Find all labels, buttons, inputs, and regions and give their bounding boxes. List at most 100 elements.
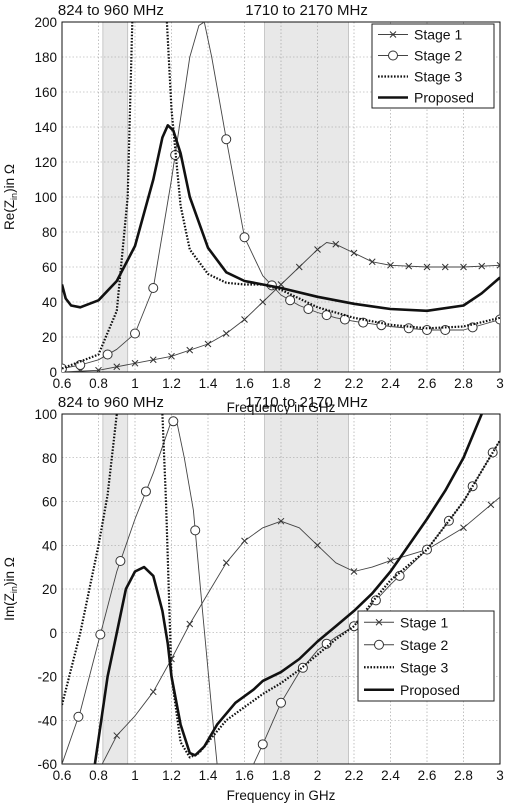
data-point-x-marker xyxy=(387,261,394,269)
data-point-x-marker xyxy=(149,688,157,696)
x-tick-label: 2.6 xyxy=(418,376,437,391)
y-tick-label: 60 xyxy=(42,260,57,275)
data-point-x-marker xyxy=(487,501,495,509)
data-point-circle-marker xyxy=(115,556,126,566)
y-tick-label: 100 xyxy=(34,407,57,422)
frequency-band xyxy=(264,21,349,373)
y-label-subscript: in xyxy=(9,586,19,593)
y-label-main: Im(Z xyxy=(2,593,17,621)
data-point-x-marker xyxy=(350,249,358,257)
band-label: 1710 to 2170 MHz xyxy=(245,2,368,19)
legend-box xyxy=(357,610,495,702)
data-point-x-marker xyxy=(113,732,121,739)
data-point-circle-marker xyxy=(297,662,308,673)
data-point-x-marker xyxy=(131,359,139,367)
data-point-x-marker xyxy=(277,517,285,525)
band-label: 824 to 960 MHz xyxy=(58,2,164,19)
y-tick-label: 80 xyxy=(42,225,57,240)
data-point-circle-marker xyxy=(257,739,268,750)
x-tick-label: 1.2 xyxy=(162,376,181,391)
data-point-x-marker xyxy=(314,246,321,253)
x-axis-label: Frequency in GHz xyxy=(227,788,336,803)
data-point-circle-marker xyxy=(95,629,106,640)
legend-label: Stage 3 xyxy=(414,69,462,85)
x-axis-label: Frequency in GHz xyxy=(227,400,336,415)
y-tick-label: -60 xyxy=(37,757,57,772)
data-point-x-marker xyxy=(496,261,500,269)
data-point-circle-marker xyxy=(321,310,332,321)
data-point-circle-marker xyxy=(394,570,405,581)
re-zin-chart: 824 to 960 MHz 1710 to 2170 MHz 0.6 0.8 1 1.2… xyxy=(2,2,504,415)
data-point-circle-marker xyxy=(422,544,432,555)
data-point-x-marker xyxy=(241,316,248,323)
data-point-circle-marker xyxy=(148,283,159,293)
x-tick-label: 2.8 xyxy=(454,768,473,783)
data-point-x-marker xyxy=(368,258,376,266)
legend: Stage 1 Stage 2 Stage 3 Proposed xyxy=(371,23,495,109)
y-axis-label: Re(Zin)in Ω xyxy=(2,164,19,230)
im-zin-chart: 824 to 960 MHz 1710 to 2170 MHz 0.6 0.8 1 1.2… xyxy=(2,394,504,803)
y-tick-label: 160 xyxy=(34,85,57,100)
x-tick-label: 0.8 xyxy=(89,376,108,391)
data-point-circle-marker xyxy=(102,349,113,360)
series-line-stage-1 xyxy=(101,496,500,764)
x-tick-label: 3 xyxy=(496,768,504,783)
data-point-circle-marker xyxy=(276,697,286,708)
y-tick-label: 0 xyxy=(49,626,57,641)
x-tick-label: 0.6 xyxy=(53,768,72,783)
data-point-x-marker xyxy=(350,568,358,575)
x-tick-label: 2.2 xyxy=(345,768,364,783)
data-point-x-marker xyxy=(259,298,267,306)
plot-frame xyxy=(61,413,501,765)
y-tick-label: -40 xyxy=(37,713,57,728)
data-point-circle-marker xyxy=(370,595,381,606)
y-tick-label: 100 xyxy=(34,190,57,205)
data-point-x-marker xyxy=(222,559,230,567)
data-point-circle-marker xyxy=(168,416,179,427)
y-label-main: Re(Z xyxy=(2,200,17,230)
data-point-x-marker xyxy=(387,557,394,564)
data-point-circle-marker xyxy=(140,486,151,497)
x-tick-label: 1.6 xyxy=(235,768,254,783)
plot-frame xyxy=(61,21,501,373)
y-tick-label: -20 xyxy=(37,670,57,685)
x-tick-label: 1 xyxy=(131,768,139,783)
data-point-x-marker xyxy=(168,352,175,360)
series-line-stage-3 xyxy=(62,22,134,370)
x-tick-label: 1.4 xyxy=(199,376,218,391)
x-tick-label: 1.8 xyxy=(272,376,291,391)
y-tick-label: 80 xyxy=(42,451,57,466)
legend-label: Stage 1 xyxy=(414,27,462,43)
legend-label: Stage 1 xyxy=(400,614,448,630)
y-tick-label: 200 xyxy=(34,15,57,30)
x-tick-label: 1.4 xyxy=(199,768,218,783)
x-tick-label: 2 xyxy=(314,376,322,391)
data-point-x-marker xyxy=(186,346,194,354)
data-point-x-marker xyxy=(186,620,194,628)
y-tick-label: 40 xyxy=(42,295,57,310)
x-tick-label: 2.2 xyxy=(345,376,364,391)
series-line-proposed xyxy=(62,124,500,313)
y-tick-label: 0 xyxy=(49,365,57,380)
data-point-x-marker xyxy=(332,240,340,248)
y-label-subscript: in xyxy=(9,193,19,200)
data-point-x-marker xyxy=(149,356,157,364)
data-point-x-marker xyxy=(460,524,467,532)
legend-box xyxy=(371,23,495,109)
data-point-x-marker xyxy=(423,263,431,271)
y-tick-label: 180 xyxy=(34,50,57,65)
y-label-tail: )in Ω xyxy=(2,557,17,586)
band-label: 824 to 960 MHz xyxy=(58,394,164,411)
data-point-circle-marker xyxy=(422,325,432,335)
data-point-circle-marker xyxy=(358,317,369,328)
data-point-circle-marker xyxy=(239,232,250,243)
y-tick-label: 120 xyxy=(34,155,57,170)
legend-label: Stage 3 xyxy=(400,659,448,675)
data-point-x-marker xyxy=(222,330,230,337)
legend-label: Stage 2 xyxy=(400,637,448,653)
band-label: 1710 to 2170 MHz xyxy=(245,394,368,411)
data-point-circle-marker xyxy=(73,711,84,722)
data-point-circle-marker xyxy=(170,150,181,160)
series-line-stage-2 xyxy=(62,420,218,764)
